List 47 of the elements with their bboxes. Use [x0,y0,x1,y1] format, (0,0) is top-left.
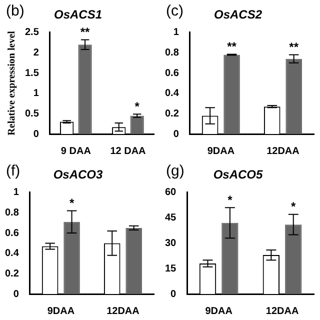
x-tick-label: 9 DAA [60,146,91,157]
y-tick-label: 0.2 [4,268,20,280]
annotation: * [69,196,74,210]
y-tick-label: 0.6 [164,68,180,79]
y-tick-label: 1 [173,27,180,38]
chart-title: OsACO3 [53,168,103,182]
y-tick-label: 0.4 [164,88,180,100]
y-tick-label: 0.5 [24,108,40,120]
text: (g) [166,162,184,180]
y-tick-label: 0.8 [4,207,20,218]
y-tick-label: 0 [173,128,180,140]
y-axis-title: Relative expression level [6,30,18,136]
y-tick-label: 45 [165,212,177,224]
y-tick-label: 0 [170,288,177,300]
chart-title: OsACO5 [213,168,263,182]
annotation: ** [227,40,237,54]
x-tick-label: 9DAA [207,146,235,157]
x-tick-label: 12DAA [266,146,300,157]
y-tick-label: 0 [33,128,40,140]
text: (b) [6,2,24,20]
y-tick-label: 2 [33,47,40,58]
y-tick-label: 0.8 [164,47,180,58]
y-tick-label: 0.6 [4,228,20,239]
text: (f) [6,162,20,180]
text: (c) [166,2,184,20]
x-tick-label: 9DAA [47,306,75,317]
x-tick-label: 9DAA [205,306,232,317]
y-tick-label: 30 [165,238,177,249]
x-tick-label: 12DAA [266,306,299,317]
annotation: * [228,192,233,207]
y-tick-label: 0 [13,288,20,300]
y-tick-label: 1 [13,187,20,198]
x-tick-label: 12DAA [106,306,140,317]
x-tick-label: 12 DAA [110,146,146,157]
annotation: * [134,99,140,114]
y-tick-label: 1 [33,88,40,100]
annotation: ** [289,40,299,54]
chart-title: OsACS1 [54,8,102,22]
y-tick-label: 0.2 [164,108,180,120]
y-tick-label: 1.5 [24,68,40,79]
y-tick-label: 2.5 [24,27,40,38]
chart-title: OsACS2 [214,8,262,22]
annotation: ** [80,25,90,40]
y-tick-label: 15 [165,263,177,274]
y-tick-label: 60 [165,187,177,198]
annotation: * [291,200,296,214]
y-tick-label: 0.4 [4,248,20,260]
